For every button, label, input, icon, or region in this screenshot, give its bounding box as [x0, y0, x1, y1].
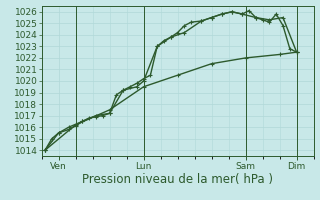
X-axis label: Pression niveau de la mer( hPa ): Pression niveau de la mer( hPa ) [82, 173, 273, 186]
